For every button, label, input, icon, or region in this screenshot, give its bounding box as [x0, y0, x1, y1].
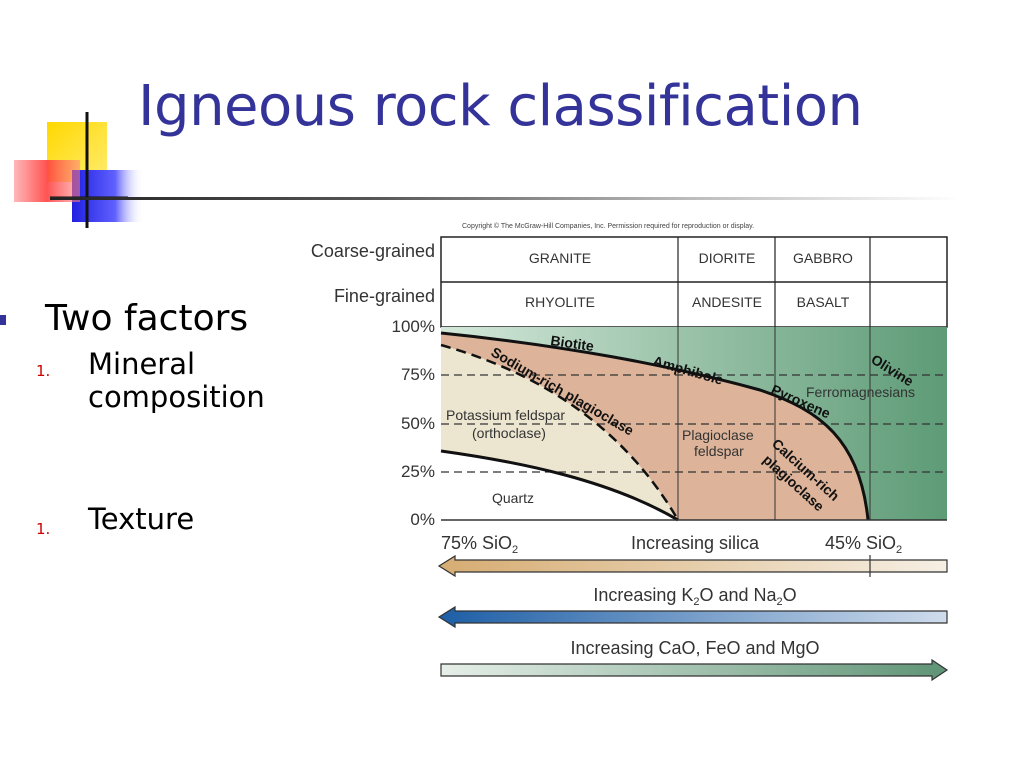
- y-tick-75: 75%: [401, 365, 435, 384]
- rock-andesite: ANDESITE: [692, 294, 762, 310]
- list-item-line: Mineral: [88, 347, 196, 381]
- mineral-quartz: Quartz: [492, 490, 534, 506]
- list-item-line: composition: [88, 380, 265, 414]
- bullet-main: Two factors: [45, 298, 249, 339]
- slide-title: Igneous rock classification: [138, 74, 863, 139]
- mineral-feldspar: feldspar: [694, 443, 744, 459]
- y-tick-100: 100%: [392, 317, 435, 336]
- k2o-arrow: [437, 605, 948, 629]
- mineral-potassium-feldspar: Potassium feldspar: [446, 407, 565, 423]
- igneous-classification-diagram: Copyright © The McGraw-Hill Companies, I…: [311, 222, 949, 682]
- rock-rhyolite: RHYOLITE: [525, 294, 595, 310]
- y-tick-0: 0%: [410, 510, 435, 529]
- mineral-orthoclase: (orthoclase): [472, 425, 546, 441]
- mineral-plagioclase: Plagioclase: [682, 427, 754, 443]
- rock-gabbro: GABBRO: [793, 250, 853, 266]
- quartz-region: [441, 451, 678, 520]
- cao-label: Increasing CaO, FeO and MgO: [570, 638, 819, 658]
- copyright-notice: Copyright © The McGraw-Hill Companies, I…: [462, 222, 754, 230]
- orthoclase-boundary: [440, 343, 680, 521]
- y-tick-50: 50%: [401, 414, 435, 433]
- row-label-coarse: Coarse-grained: [311, 241, 435, 261]
- list-number: 1.: [36, 362, 51, 380]
- mineral-ferromagnesians: Ferromagnesians: [806, 384, 915, 400]
- silica-left-label: 75% SiO2: [441, 533, 518, 556]
- quartz-boundary: [440, 449, 679, 522]
- mineral-biotite: Biotite: [550, 332, 596, 354]
- title-divider: [50, 197, 960, 200]
- bullet-marker-icon: [0, 315, 6, 325]
- plagioclase-boundary: [440, 331, 870, 521]
- rock-basalt: BASALT: [797, 294, 850, 310]
- k2o-label: Increasing K2O and Na2O: [593, 585, 796, 608]
- silica-arrow: [437, 554, 948, 578]
- list-item-line: Texture: [88, 502, 195, 536]
- y-tick-25: 25%: [401, 462, 435, 481]
- rock-granite: GRANITE: [529, 250, 591, 266]
- list-number: 1.: [36, 520, 51, 538]
- silica-center-label: Increasing silica: [631, 533, 760, 553]
- row-label-fine: Fine-grained: [334, 286, 435, 306]
- cao-arrow: [440, 658, 949, 682]
- silica-right-label: 45% SiO2: [825, 533, 902, 556]
- rock-diorite: DIORITE: [699, 250, 756, 266]
